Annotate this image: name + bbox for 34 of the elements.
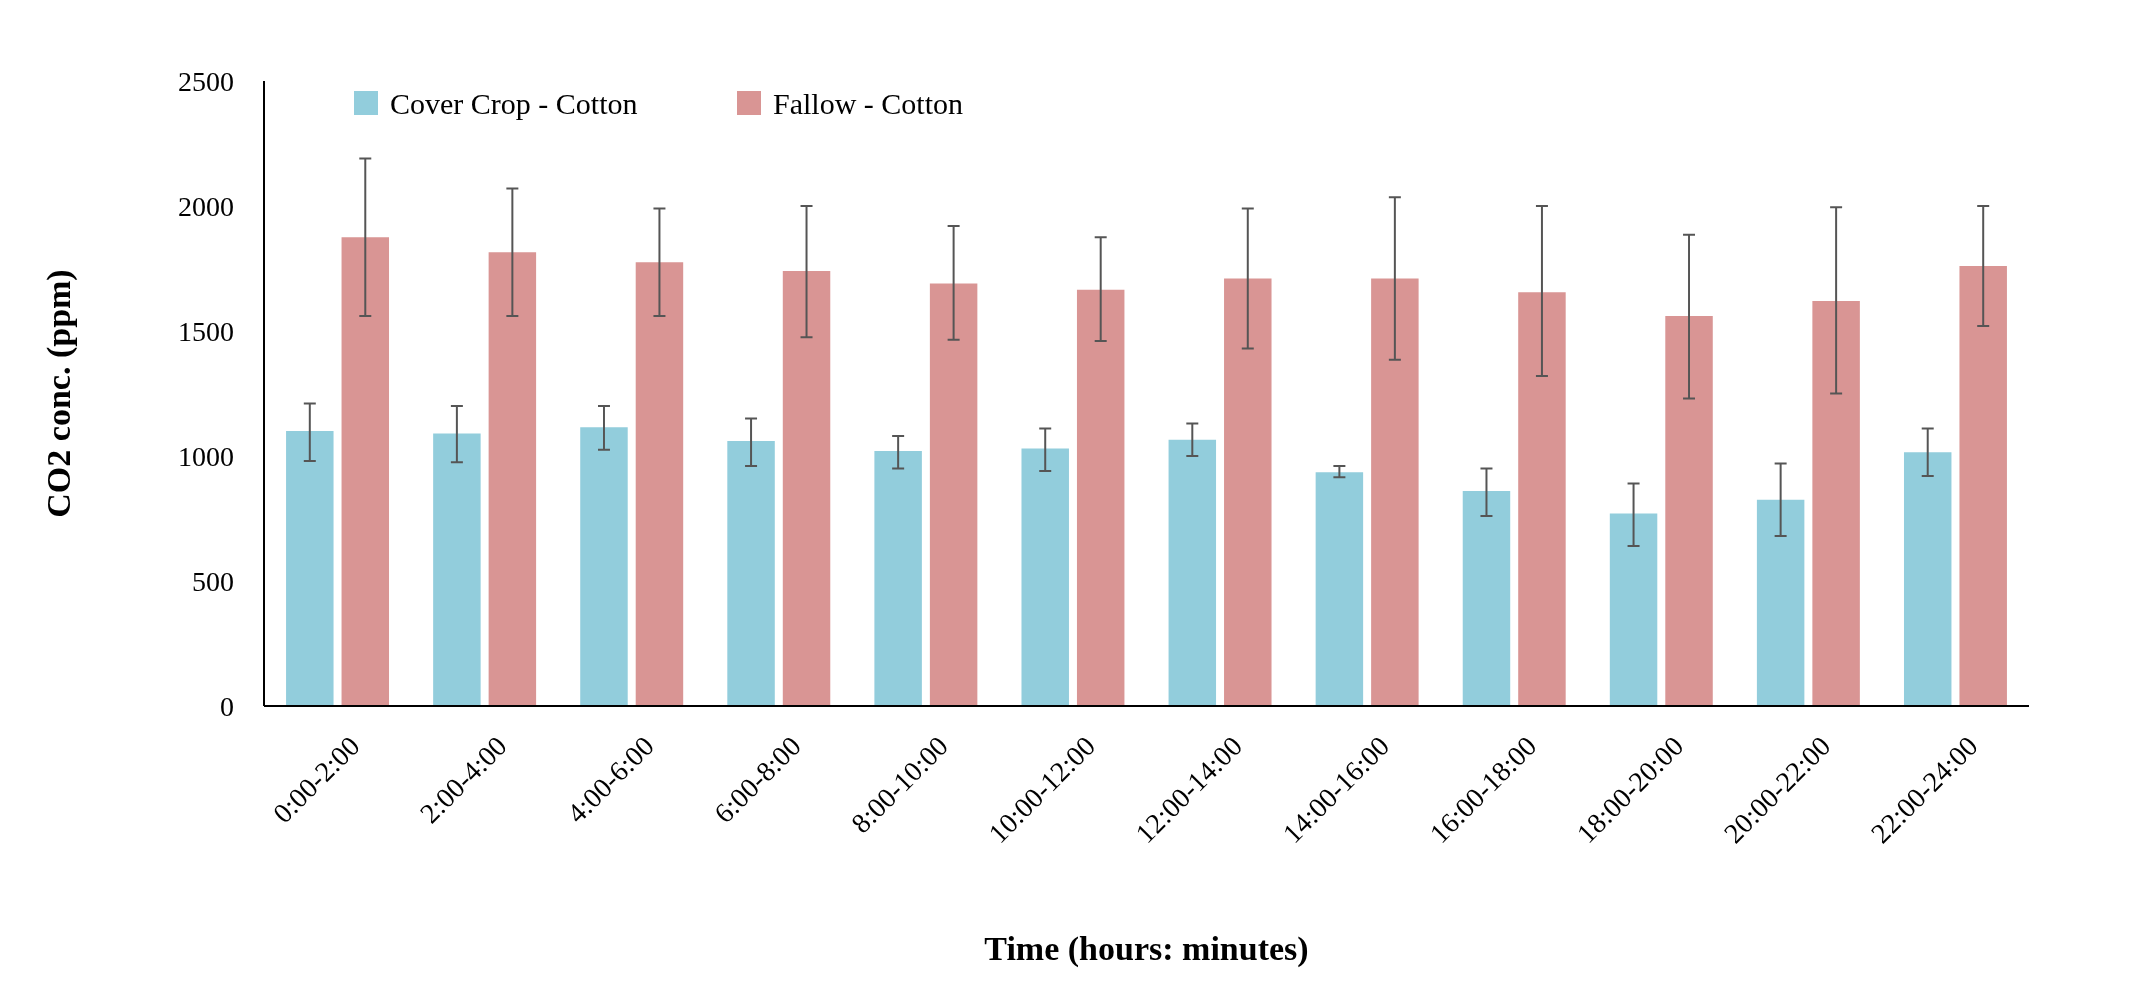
bar — [929, 283, 978, 706]
y-tick-label: 1000 — [178, 440, 234, 472]
bar — [1224, 278, 1272, 706]
bar — [1168, 439, 1217, 706]
bar — [1021, 448, 1069, 706]
bar — [488, 252, 537, 706]
y-axis-title: CO2 conc. (ppm) — [40, 269, 78, 518]
bar — [874, 451, 922, 706]
x-axis-title: Time (hours: minutes) — [984, 930, 1309, 968]
bar — [782, 271, 831, 706]
y-tick-label: 2500 — [178, 65, 234, 97]
y-tick-label: 1500 — [178, 315, 234, 347]
legend-label: Fallow - Cotton — [773, 86, 964, 120]
bar — [1665, 316, 1713, 706]
bar — [1812, 301, 1860, 706]
bar — [1756, 499, 1805, 706]
bar — [1903, 452, 1952, 706]
bar — [635, 262, 684, 706]
bar — [1315, 472, 1364, 706]
y-tick-label: 500 — [192, 565, 234, 597]
bar — [580, 427, 628, 706]
bar — [286, 431, 334, 706]
bar — [1959, 266, 2007, 706]
legend-label: Cover Crop - Cotton — [390, 86, 638, 120]
bar — [727, 441, 775, 706]
bar — [1076, 289, 1125, 706]
bar — [1462, 491, 1511, 706]
bar — [1609, 513, 1658, 706]
bar — [433, 433, 481, 706]
y-tick-label: 2000 — [178, 190, 234, 222]
bar — [341, 237, 390, 706]
bar — [1371, 278, 1419, 706]
bar — [1518, 292, 1566, 706]
y-tick-label: 0 — [220, 690, 234, 722]
